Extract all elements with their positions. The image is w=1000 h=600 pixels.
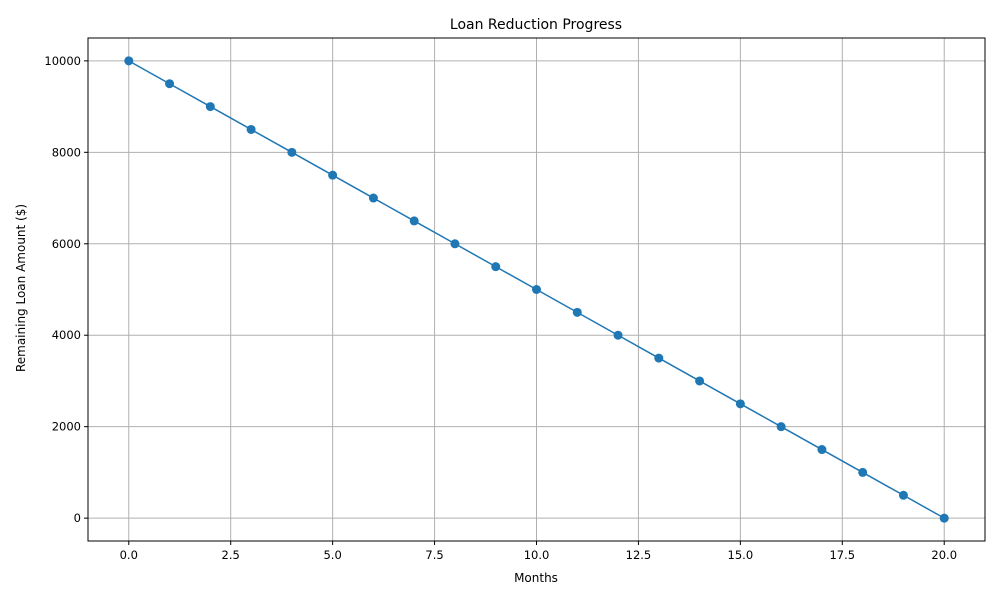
data-point <box>939 513 949 523</box>
x-tick-label: 12.5 <box>626 548 652 562</box>
x-axis: 0.0 2.5 5.0 7.5 10.0 12.5 15.0 17.5 20.0 <box>120 541 957 562</box>
data-point <box>205 102 215 112</box>
data-point <box>328 170 338 180</box>
y-axis: 0 2000 4000 6000 8000 10000 <box>44 54 88 525</box>
x-tick-label: 10.0 <box>524 548 550 562</box>
data-point <box>287 147 297 157</box>
data-point <box>409 216 419 226</box>
data-point <box>695 376 705 386</box>
data-point <box>572 307 582 317</box>
y-tick-label: 6000 <box>52 237 81 251</box>
y-tick-label: 4000 <box>52 328 81 342</box>
data-point <box>858 467 868 477</box>
x-tick-label: 17.5 <box>829 548 855 562</box>
data-point <box>450 239 460 249</box>
x-tick-label: 5.0 <box>323 548 341 562</box>
data-point <box>491 262 501 272</box>
data-point <box>735 399 745 409</box>
x-tick-label: 2.5 <box>222 548 240 562</box>
chart-title: Loan Reduction Progress <box>450 17 622 33</box>
x-tick-label: 15.0 <box>728 548 754 562</box>
y-tick-label: 0 <box>74 511 81 525</box>
x-tick-label: 20.0 <box>931 548 957 562</box>
y-tick-label: 8000 <box>52 145 81 159</box>
grid <box>88 38 985 541</box>
x-tick-label: 0.0 <box>120 548 138 562</box>
data-point <box>532 285 541 294</box>
data-point <box>368 193 378 203</box>
y-axis-label: Remaining Loan Amount ($) <box>14 204 28 372</box>
data-point <box>165 79 175 89</box>
data-point <box>817 445 827 455</box>
y-tick-label: 2000 <box>52 420 81 434</box>
series-area <box>124 56 949 523</box>
data-point <box>898 490 908 500</box>
data-point <box>246 124 256 134</box>
y-tick-label: 10000 <box>44 54 81 68</box>
data-point <box>124 56 134 66</box>
data-point <box>654 353 664 363</box>
x-tick-label: 7.5 <box>425 548 443 562</box>
data-point <box>613 330 623 340</box>
x-axis-label: Months <box>514 571 558 585</box>
data-point <box>776 422 786 432</box>
